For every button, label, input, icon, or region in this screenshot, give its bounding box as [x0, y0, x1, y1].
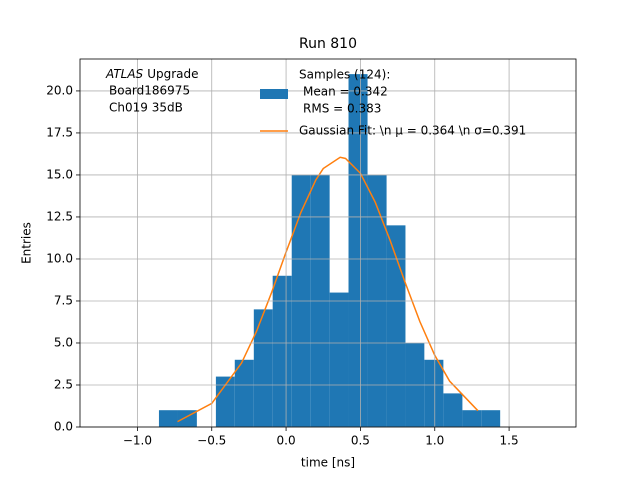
legend-swatch — [260, 89, 288, 99]
annotation-emphasis: ATLAS — [105, 67, 144, 81]
y-tick-label: 15.0 — [46, 167, 73, 181]
x-tick-label: 0.5 — [351, 434, 370, 448]
x-tick-label: 1.5 — [500, 434, 519, 448]
x-tick-label: 1.0 — [425, 434, 444, 448]
bar — [272, 275, 292, 427]
legend-label: RMS = 0.383 — [303, 102, 381, 116]
x-tick-label: −0.5 — [197, 434, 226, 448]
y-tick-label: 17.5 — [46, 125, 73, 139]
bar — [443, 393, 463, 427]
y-tick-label: 5.0 — [54, 335, 73, 349]
legend-label: Samples (124): — [299, 68, 390, 82]
annotation-line: Upgrade — [147, 67, 198, 81]
annotation-line: Ch019 35dB — [109, 101, 183, 115]
chart-title: Run 810 — [299, 36, 357, 52]
bar — [386, 225, 406, 427]
y-axis-label: Entries — [20, 222, 34, 264]
y-tick-label: 20.0 — [46, 83, 73, 97]
bar — [424, 359, 444, 427]
bar — [158, 410, 178, 427]
y-tick-label: 7.5 — [54, 293, 73, 307]
bar — [253, 309, 273, 427]
plot-frame — [79, 58, 577, 428]
y-tick-label: 12.5 — [46, 209, 73, 223]
x-axis-label: time [ns] — [301, 456, 355, 470]
y-tick-label: 2.5 — [54, 377, 73, 391]
bar — [462, 410, 482, 427]
bar — [329, 292, 349, 427]
annotation: ATLAS Upgrade — [105, 67, 199, 81]
x-tick-label: −1.0 — [123, 434, 152, 448]
legend-label: Mean = 0.342 — [303, 85, 388, 99]
fit-line — [177, 156, 479, 423]
x-tick-label: 0.0 — [277, 434, 296, 448]
annotation-line: Board186975 — [109, 84, 190, 98]
bar — [348, 74, 368, 427]
bar — [234, 359, 254, 427]
bar — [481, 410, 501, 427]
legend-label: Gaussian Fit: \n μ = 0.364 \n σ=0.391 — [299, 124, 526, 138]
y-tick-label: 0.0 — [54, 420, 73, 434]
bar — [215, 376, 235, 427]
y-tick-label: 10.0 — [46, 251, 73, 265]
